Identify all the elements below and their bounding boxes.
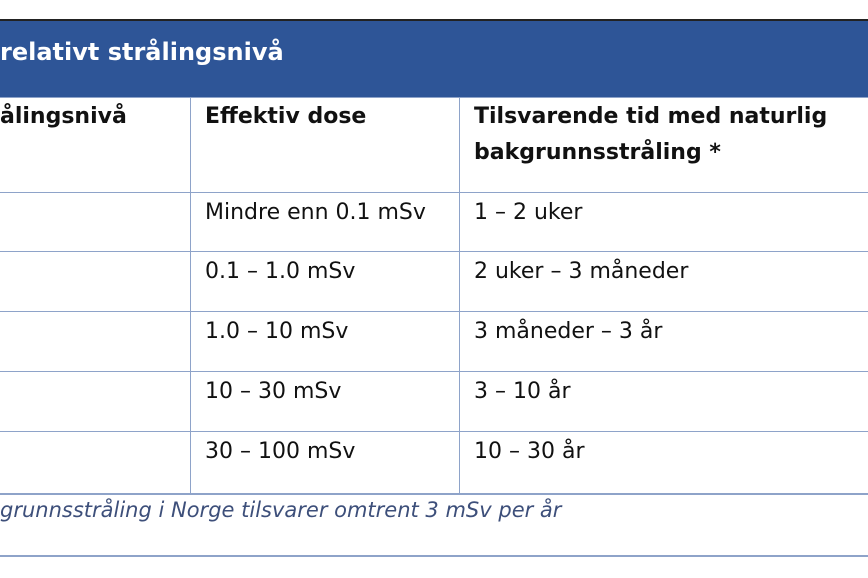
row-divider bbox=[0, 192, 868, 193]
table-footnote: grunnsstråling i Norge tilsvarer omtrent… bbox=[0, 498, 562, 522]
row-dose: 0.1 – 1.0 mSv bbox=[205, 259, 356, 284]
header-dose: Effektiv dose bbox=[205, 104, 367, 129]
table-title: relativt strålingsnivå bbox=[0, 38, 284, 66]
table-top-border bbox=[0, 19, 868, 21]
column-divider bbox=[190, 97, 191, 494]
row-time: 10 – 30 år bbox=[474, 439, 585, 464]
row-dose: Mindre enn 0.1 mSv bbox=[205, 200, 426, 225]
row-dose: 1.0 – 10 mSv bbox=[205, 319, 349, 344]
row-divider bbox=[0, 371, 868, 372]
column-divider bbox=[459, 97, 460, 494]
row-divider bbox=[0, 493, 868, 495]
row-dose: 10 – 30 mSv bbox=[205, 379, 342, 404]
table-title-bar: relativt strålingsnivå bbox=[0, 21, 868, 97]
header-time-line1: Tilsvarende tid med naturlig bbox=[474, 104, 828, 129]
table-bottom-border bbox=[0, 555, 868, 557]
header-time-line2: bakgrunnsstråling * bbox=[474, 140, 721, 165]
row-divider bbox=[0, 311, 868, 312]
row-dose: 30 – 100 mSv bbox=[205, 439, 356, 464]
row-time: 2 uker – 3 måneder bbox=[474, 259, 689, 284]
row-divider bbox=[0, 97, 868, 98]
row-time: 3 – 10 år bbox=[474, 379, 571, 404]
header-level: ålingsnivå bbox=[0, 104, 127, 129]
row-divider bbox=[0, 251, 868, 252]
row-divider bbox=[0, 431, 868, 432]
row-time: 1 – 2 uker bbox=[474, 200, 583, 225]
row-time: 3 måneder – 3 år bbox=[474, 319, 663, 344]
